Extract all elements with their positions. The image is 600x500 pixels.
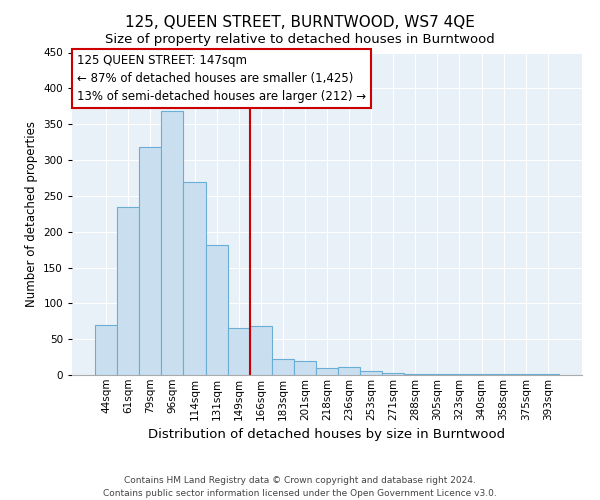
Text: 125, QUEEN STREET, BURNTWOOD, WS7 4QE: 125, QUEEN STREET, BURNTWOOD, WS7 4QE bbox=[125, 15, 475, 30]
Bar bbox=[294, 362, 316, 375]
X-axis label: Distribution of detached houses by size in Burntwood: Distribution of detached houses by size … bbox=[148, 428, 506, 441]
Text: Contains HM Land Registry data © Crown copyright and database right 2024.
Contai: Contains HM Land Registry data © Crown c… bbox=[103, 476, 497, 498]
Bar bbox=[493, 374, 515, 375]
Bar bbox=[404, 374, 427, 375]
Bar bbox=[338, 367, 360, 375]
Bar bbox=[206, 246, 227, 375]
Bar bbox=[382, 373, 404, 375]
Bar bbox=[515, 374, 537, 375]
Bar bbox=[316, 368, 338, 375]
Bar bbox=[95, 325, 117, 375]
Bar bbox=[250, 326, 272, 375]
Bar bbox=[139, 147, 161, 375]
Y-axis label: Number of detached properties: Number of detached properties bbox=[25, 120, 38, 306]
Bar bbox=[470, 374, 493, 375]
Bar bbox=[272, 359, 294, 375]
Bar bbox=[161, 112, 184, 375]
Bar bbox=[117, 206, 139, 375]
Bar bbox=[427, 374, 448, 375]
Text: 125 QUEEN STREET: 147sqm
← 87% of detached houses are smaller (1,425)
13% of sem: 125 QUEEN STREET: 147sqm ← 87% of detach… bbox=[77, 54, 366, 103]
Text: Size of property relative to detached houses in Burntwood: Size of property relative to detached ho… bbox=[105, 32, 495, 46]
Bar bbox=[537, 374, 559, 375]
Bar bbox=[360, 372, 382, 375]
Bar bbox=[227, 328, 250, 375]
Bar bbox=[448, 374, 470, 375]
Bar bbox=[184, 182, 206, 375]
